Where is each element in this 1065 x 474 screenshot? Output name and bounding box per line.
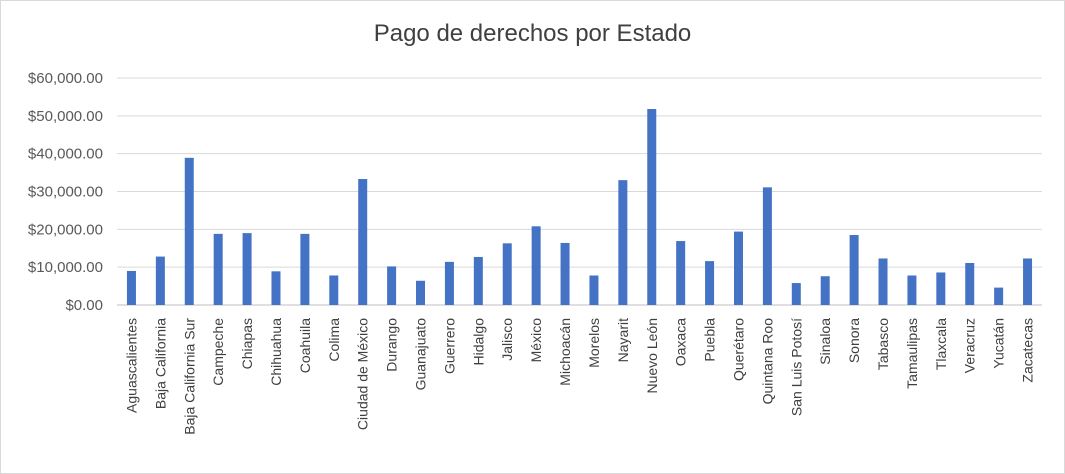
bar xyxy=(271,271,281,305)
bar xyxy=(329,275,339,305)
bar xyxy=(531,226,541,305)
x-tick-label: Nuevo León xyxy=(644,318,660,394)
x-tick-label: Puebla xyxy=(702,318,718,362)
x-tick-label: Nayarit xyxy=(615,318,631,362)
bar xyxy=(444,261,454,305)
bar xyxy=(820,276,830,305)
x-tick-label: Yucatán xyxy=(991,318,1007,369)
bar xyxy=(733,231,743,305)
y-tick-label: $50,000.00 xyxy=(28,108,103,125)
bar xyxy=(502,243,512,305)
bar xyxy=(358,179,368,305)
bar xyxy=(213,233,223,305)
x-tick-label: Coahuila xyxy=(297,318,313,373)
x-tick-label: Guerrero xyxy=(441,318,457,374)
bar xyxy=(676,241,686,305)
x-tick-label: Zacatecas xyxy=(1020,318,1036,383)
y-tick-label: $20,000.00 xyxy=(28,221,103,238)
x-tick-label: Veracruz xyxy=(962,318,978,373)
x-tick-label: Colima xyxy=(326,318,342,362)
bar xyxy=(878,258,888,305)
x-axis-category-labels: Aguascalientes Baja California Baja Califo… xyxy=(123,318,1035,435)
y-tick-label: $60,000.00 xyxy=(28,70,103,87)
x-tick-label: Chiapas xyxy=(239,318,255,369)
bar xyxy=(907,275,917,305)
bar xyxy=(155,256,165,305)
bar xyxy=(965,263,975,305)
x-tick-label: Quintana Roo xyxy=(759,318,775,405)
x-tick-label: México xyxy=(528,318,544,363)
bar xyxy=(994,287,1004,305)
x-tick-label: Jalisco xyxy=(499,318,515,361)
x-tick-label: Tabasco xyxy=(875,318,891,370)
x-tick-label: Querétaro xyxy=(730,318,746,381)
y-axis-tick-labels: $0.00 $10,000.00 $20,000.00 $30,000.00 $40,0… xyxy=(28,70,103,314)
bar xyxy=(705,261,715,305)
x-tick-label: Sinaloa xyxy=(817,318,833,365)
bar xyxy=(184,157,194,305)
bar xyxy=(242,233,252,305)
bar xyxy=(936,272,946,305)
x-tick-label: Michoacán xyxy=(557,318,573,386)
bars xyxy=(126,109,1033,305)
x-tick-label: Hidalgo xyxy=(470,318,486,366)
x-tick-label: Baja California Sur xyxy=(181,318,197,435)
bar xyxy=(473,256,483,305)
chart-title: Pago de derechos por Estado xyxy=(373,20,692,47)
bar xyxy=(618,180,628,305)
y-tick-label: $30,000.00 xyxy=(28,184,103,201)
x-tick-label: Chihuahua xyxy=(268,318,284,386)
y-tick-label: $0.00 xyxy=(65,297,103,314)
gridlines xyxy=(117,77,1042,306)
bar xyxy=(416,280,426,305)
bar xyxy=(387,266,397,305)
bar xyxy=(849,235,859,305)
bar xyxy=(589,275,599,305)
x-tick-label: San Luis Potosí xyxy=(788,318,804,416)
x-tick-label: Tamaulipas xyxy=(904,318,920,389)
x-tick-label: Guanajuato xyxy=(413,318,429,391)
x-tick-label: Oaxaca xyxy=(673,318,689,366)
bar xyxy=(126,270,136,305)
x-tick-label: Baja California xyxy=(152,318,168,409)
bar xyxy=(1023,258,1033,305)
bar xyxy=(560,242,570,305)
x-tick-label: Durango xyxy=(384,318,400,372)
x-tick-label: Aguascalientes xyxy=(123,318,139,413)
x-tick-label: Tlaxcala xyxy=(933,318,949,370)
x-tick-label: Ciudad de México xyxy=(355,318,371,430)
y-tick-label: $40,000.00 xyxy=(28,146,103,163)
bar xyxy=(647,109,657,305)
x-tick-label: Sonora xyxy=(846,318,862,363)
bar xyxy=(762,187,772,305)
bar xyxy=(791,283,801,305)
x-tick-label: Campeche xyxy=(210,318,226,386)
x-tick-label: Morelos xyxy=(586,318,602,368)
y-tick-label: $10,000.00 xyxy=(28,259,103,276)
bar xyxy=(300,233,310,305)
